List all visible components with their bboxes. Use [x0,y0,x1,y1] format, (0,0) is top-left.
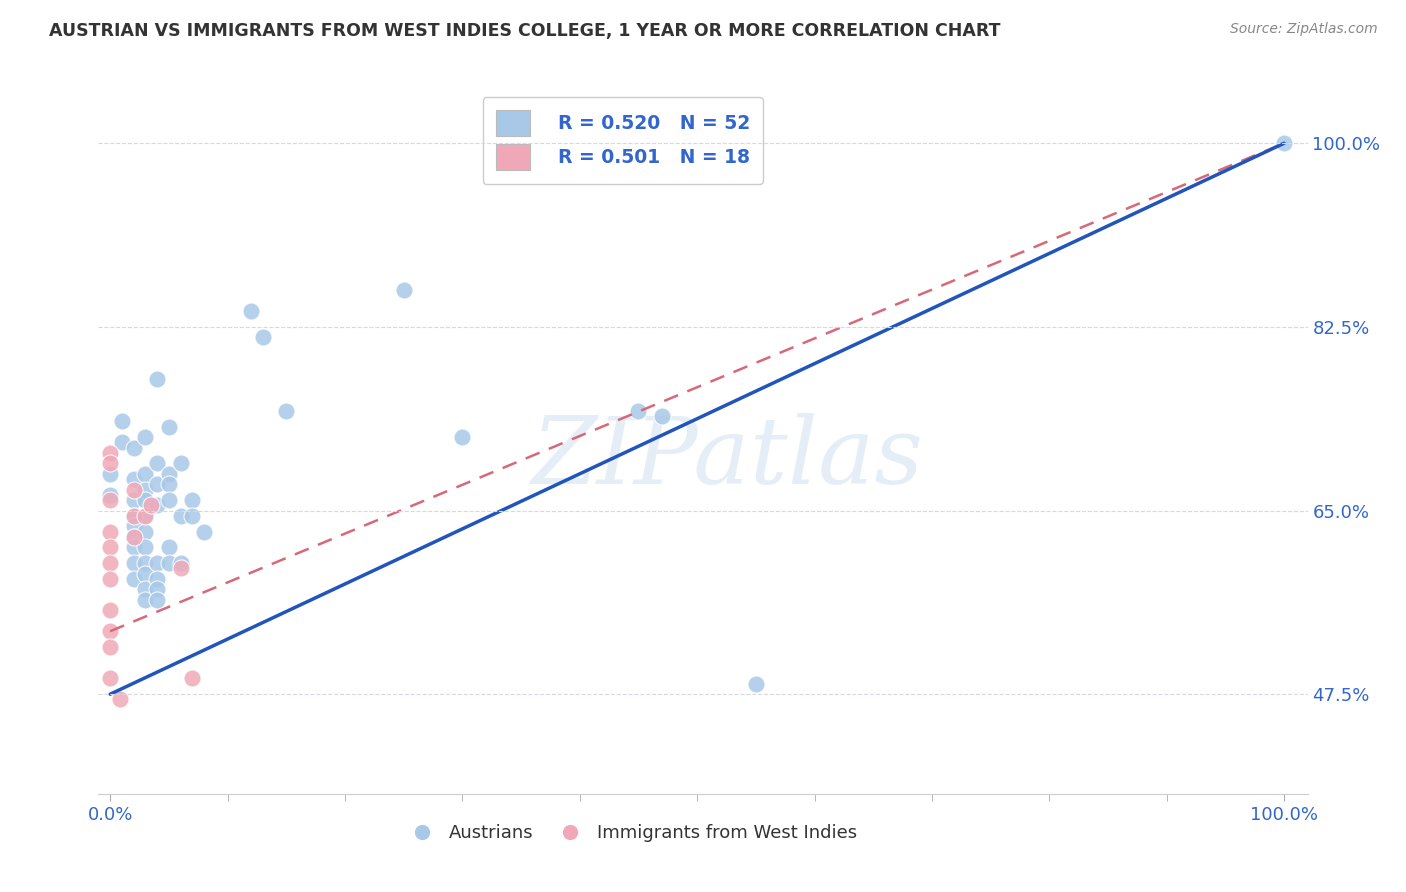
Point [193,524,215,539]
Point [98,467,121,481]
Point [451,430,474,444]
Point [134,508,156,523]
Point [146,582,169,597]
Point [98,556,121,570]
Point [252,330,274,344]
Point [122,572,145,586]
Point [134,508,156,523]
Point [98,446,121,460]
Point [181,508,204,523]
Point [146,477,169,491]
Point [146,592,169,607]
Point [134,566,156,581]
Point [98,572,121,586]
Point [627,404,650,418]
Point [134,524,156,539]
Point [98,524,121,539]
Point [111,435,134,450]
Point [134,493,156,508]
Point [134,541,156,555]
Point [157,467,180,481]
Point [157,541,180,555]
Text: ZIPatlas: ZIPatlas [531,414,924,503]
Point [134,483,156,497]
Point [122,441,145,455]
Point [98,672,121,686]
Point [157,419,180,434]
Point [141,498,163,512]
Point [146,556,169,570]
Point [745,676,768,690]
Point [134,430,156,444]
Point [134,467,156,481]
Point [98,493,121,508]
Point [146,456,169,470]
Point [122,493,145,508]
Point [122,508,145,523]
Point [111,414,134,428]
Point [169,456,191,470]
Point [146,372,169,386]
Point [181,672,204,686]
Point [108,692,131,706]
Point [122,508,145,523]
Point [1272,136,1295,151]
Point [157,493,180,508]
Legend: Austrians, Immigrants from West Indies: Austrians, Immigrants from West Indies [396,817,865,849]
Point [157,477,180,491]
Point [392,283,415,297]
Point [157,556,180,570]
Point [122,530,145,544]
Point [122,541,145,555]
Point [122,472,145,486]
Point [98,456,121,470]
Point [146,572,169,586]
Point [98,640,121,654]
Point [169,561,191,575]
Point [98,624,121,639]
Point [98,488,121,502]
Point [169,556,191,570]
Point [240,304,263,318]
Point [276,404,298,418]
Point [169,508,191,523]
Point [146,498,169,512]
Point [122,519,145,533]
Point [122,556,145,570]
Point [122,530,145,544]
Point [134,592,156,607]
Point [122,483,145,497]
Point [134,556,156,570]
Point [181,493,204,508]
Point [98,541,121,555]
Point [98,603,121,617]
Text: AUSTRIAN VS IMMIGRANTS FROM WEST INDIES COLLEGE, 1 YEAR OR MORE CORRELATION CHAR: AUSTRIAN VS IMMIGRANTS FROM WEST INDIES … [49,22,1001,40]
Point [134,582,156,597]
Point [651,409,673,423]
Text: Source: ZipAtlas.com: Source: ZipAtlas.com [1230,22,1378,37]
